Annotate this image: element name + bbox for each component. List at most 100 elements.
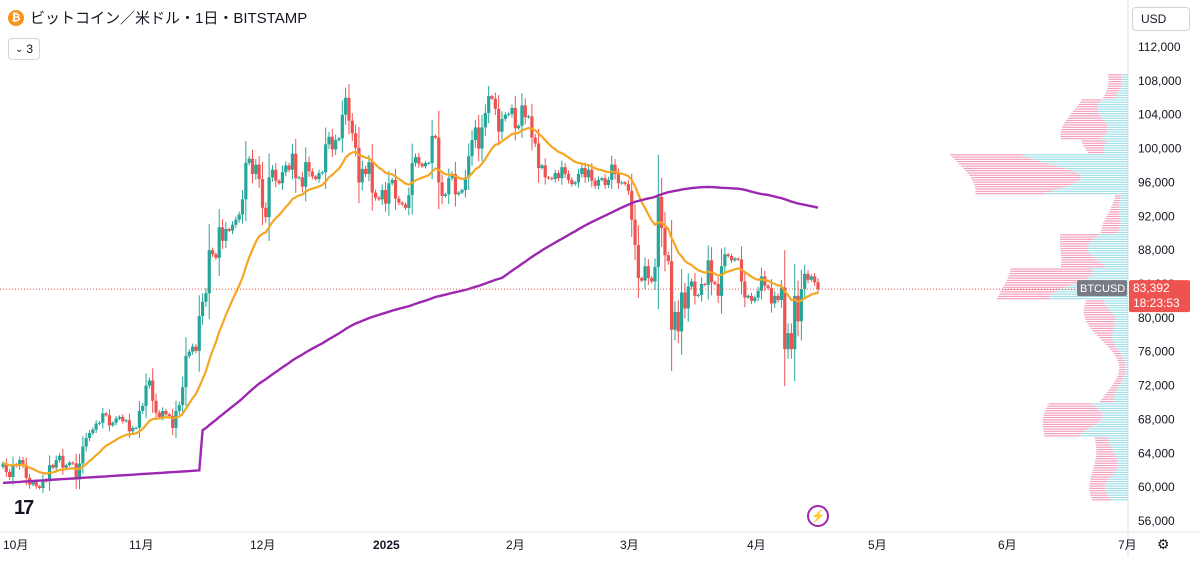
candle-body [280,172,285,184]
volume-profile-down-bar [1092,499,1112,501]
volume-profile-down-bar [1090,476,1111,478]
candle-body [606,179,611,185]
candle-body [759,276,764,291]
volume-profile-down-bar [1059,243,1090,245]
volume-profile-down-bar [975,190,1052,192]
gear-icon[interactable]: ⚙ [1157,536,1170,552]
volume-profile-down-bar [1118,373,1125,375]
volume-profile-up-bar [1109,309,1128,311]
volume-profile-down-bar [1101,339,1113,341]
volume-profile-down-bar [1061,129,1108,131]
volume-profile-up-bar [1117,387,1128,389]
volume-profile-down-bar [1083,309,1110,311]
candle-body [656,196,660,268]
volume-profile-up-bar [1098,421,1128,423]
volume-profile-down-bar [1083,311,1112,314]
volume-profile-down-bar [1085,318,1116,320]
candle-body [749,295,754,301]
volume-profile-down-bar [998,295,1051,298]
candle-body [290,153,295,170]
volume-profile-up-bar [1114,316,1128,318]
volume-profile-down-bar [1095,439,1109,442]
volume-profile-up-bar [1099,101,1128,103]
volume-profile-down-bar [1094,437,1109,439]
volume-profile-down-bar [1099,400,1115,403]
volume-profile-down-bar [1086,149,1104,151]
candle-body [786,333,790,350]
candle-body [390,179,394,184]
volume-profile-up-bar [1094,256,1128,259]
volume-profile-down-bar [1112,204,1119,206]
candle-body [57,455,62,461]
volume-profile-down-bar [1089,325,1115,327]
candle-body [460,190,464,193]
candle-body [803,273,807,290]
candle-body [260,179,265,208]
volume-profile-up-bar [1107,494,1128,496]
volume-profile-up-bar [1101,99,1128,101]
volume-profile-down-bar [1115,195,1121,197]
volume-profile-up-bar [1116,94,1128,96]
candle-body [493,98,497,109]
volume-profile-down-bar [999,293,1052,295]
y-tick-label: 100,000 [1138,142,1182,156]
y-tick-label: 76,000 [1138,345,1175,359]
volume-profile-up-bar [1079,435,1128,437]
tradingview-logo-icon[interactable]: 17 [14,497,34,520]
volume-profile-up-bar [1072,170,1128,172]
volume-profile-down-bar [1059,238,1094,240]
volume-profile-down-bar [1107,346,1117,348]
volume-profile-down-bar [1072,110,1098,112]
candle-body [713,282,717,284]
candle-body [84,438,88,447]
volume-profile-up-bar [1112,332,1128,334]
candle-body [666,255,670,262]
volume-profile-up-bar [1110,446,1128,448]
bitcoin-icon: ₿ [8,9,24,26]
candle-body [793,295,797,350]
volume-profile-up-bar [1117,460,1128,462]
currency-selector[interactable]: USD [1132,7,1190,31]
lightning-icon[interactable]: ⚡ [807,505,829,527]
volume-profile-down-bar [1091,496,1110,499]
volume-profile-down-bar [1048,403,1092,405]
volume-profile-up-bar [1089,243,1128,245]
candle-body [34,482,38,487]
candle-body [520,105,524,126]
volume-profile-up-bar [1123,375,1128,378]
candle-body [184,355,188,388]
candle-body [250,158,255,174]
volume-profile-down-bar [1103,341,1114,343]
volume-profile-up-bar [1106,304,1128,307]
volume-profile-down-bar [1114,380,1122,382]
volume-profile-up-bar [1091,403,1128,405]
volume-profile-up-bar [1118,206,1128,208]
indicators-toggle-button[interactable]: ⌄ 3 [8,38,40,60]
volume-profile-down-bar [969,174,1080,176]
candle-body [327,136,331,145]
volume-profile-up-bar [1097,108,1128,110]
volume-profile-up-bar [1112,474,1128,476]
volume-profile-up-bar [1051,190,1128,192]
candle-body [523,105,527,118]
volume-profile-down-bar [1043,428,1089,430]
candle-body [663,228,667,256]
candle-body [194,346,198,351]
volume-profile-up-bar [1117,92,1128,94]
volume-profile-down-bar [974,183,1072,186]
candle-body [214,254,218,258]
candle-body [310,171,314,177]
candle-body [287,165,291,170]
volume-profile-down-bar [1116,357,1124,359]
volume-profile-up-bar [1113,330,1128,332]
candle-body [806,273,810,280]
volume-profile-down-bar [1095,460,1118,462]
volume-profile-up-bar [1113,398,1128,400]
volume-profile-up-bar [1117,348,1128,350]
volume-profile-up-bar [1108,437,1128,439]
volume-profile-down-bar [1096,334,1113,336]
volume-profile-up-bar [1097,110,1128,112]
candle-body [370,162,374,193]
